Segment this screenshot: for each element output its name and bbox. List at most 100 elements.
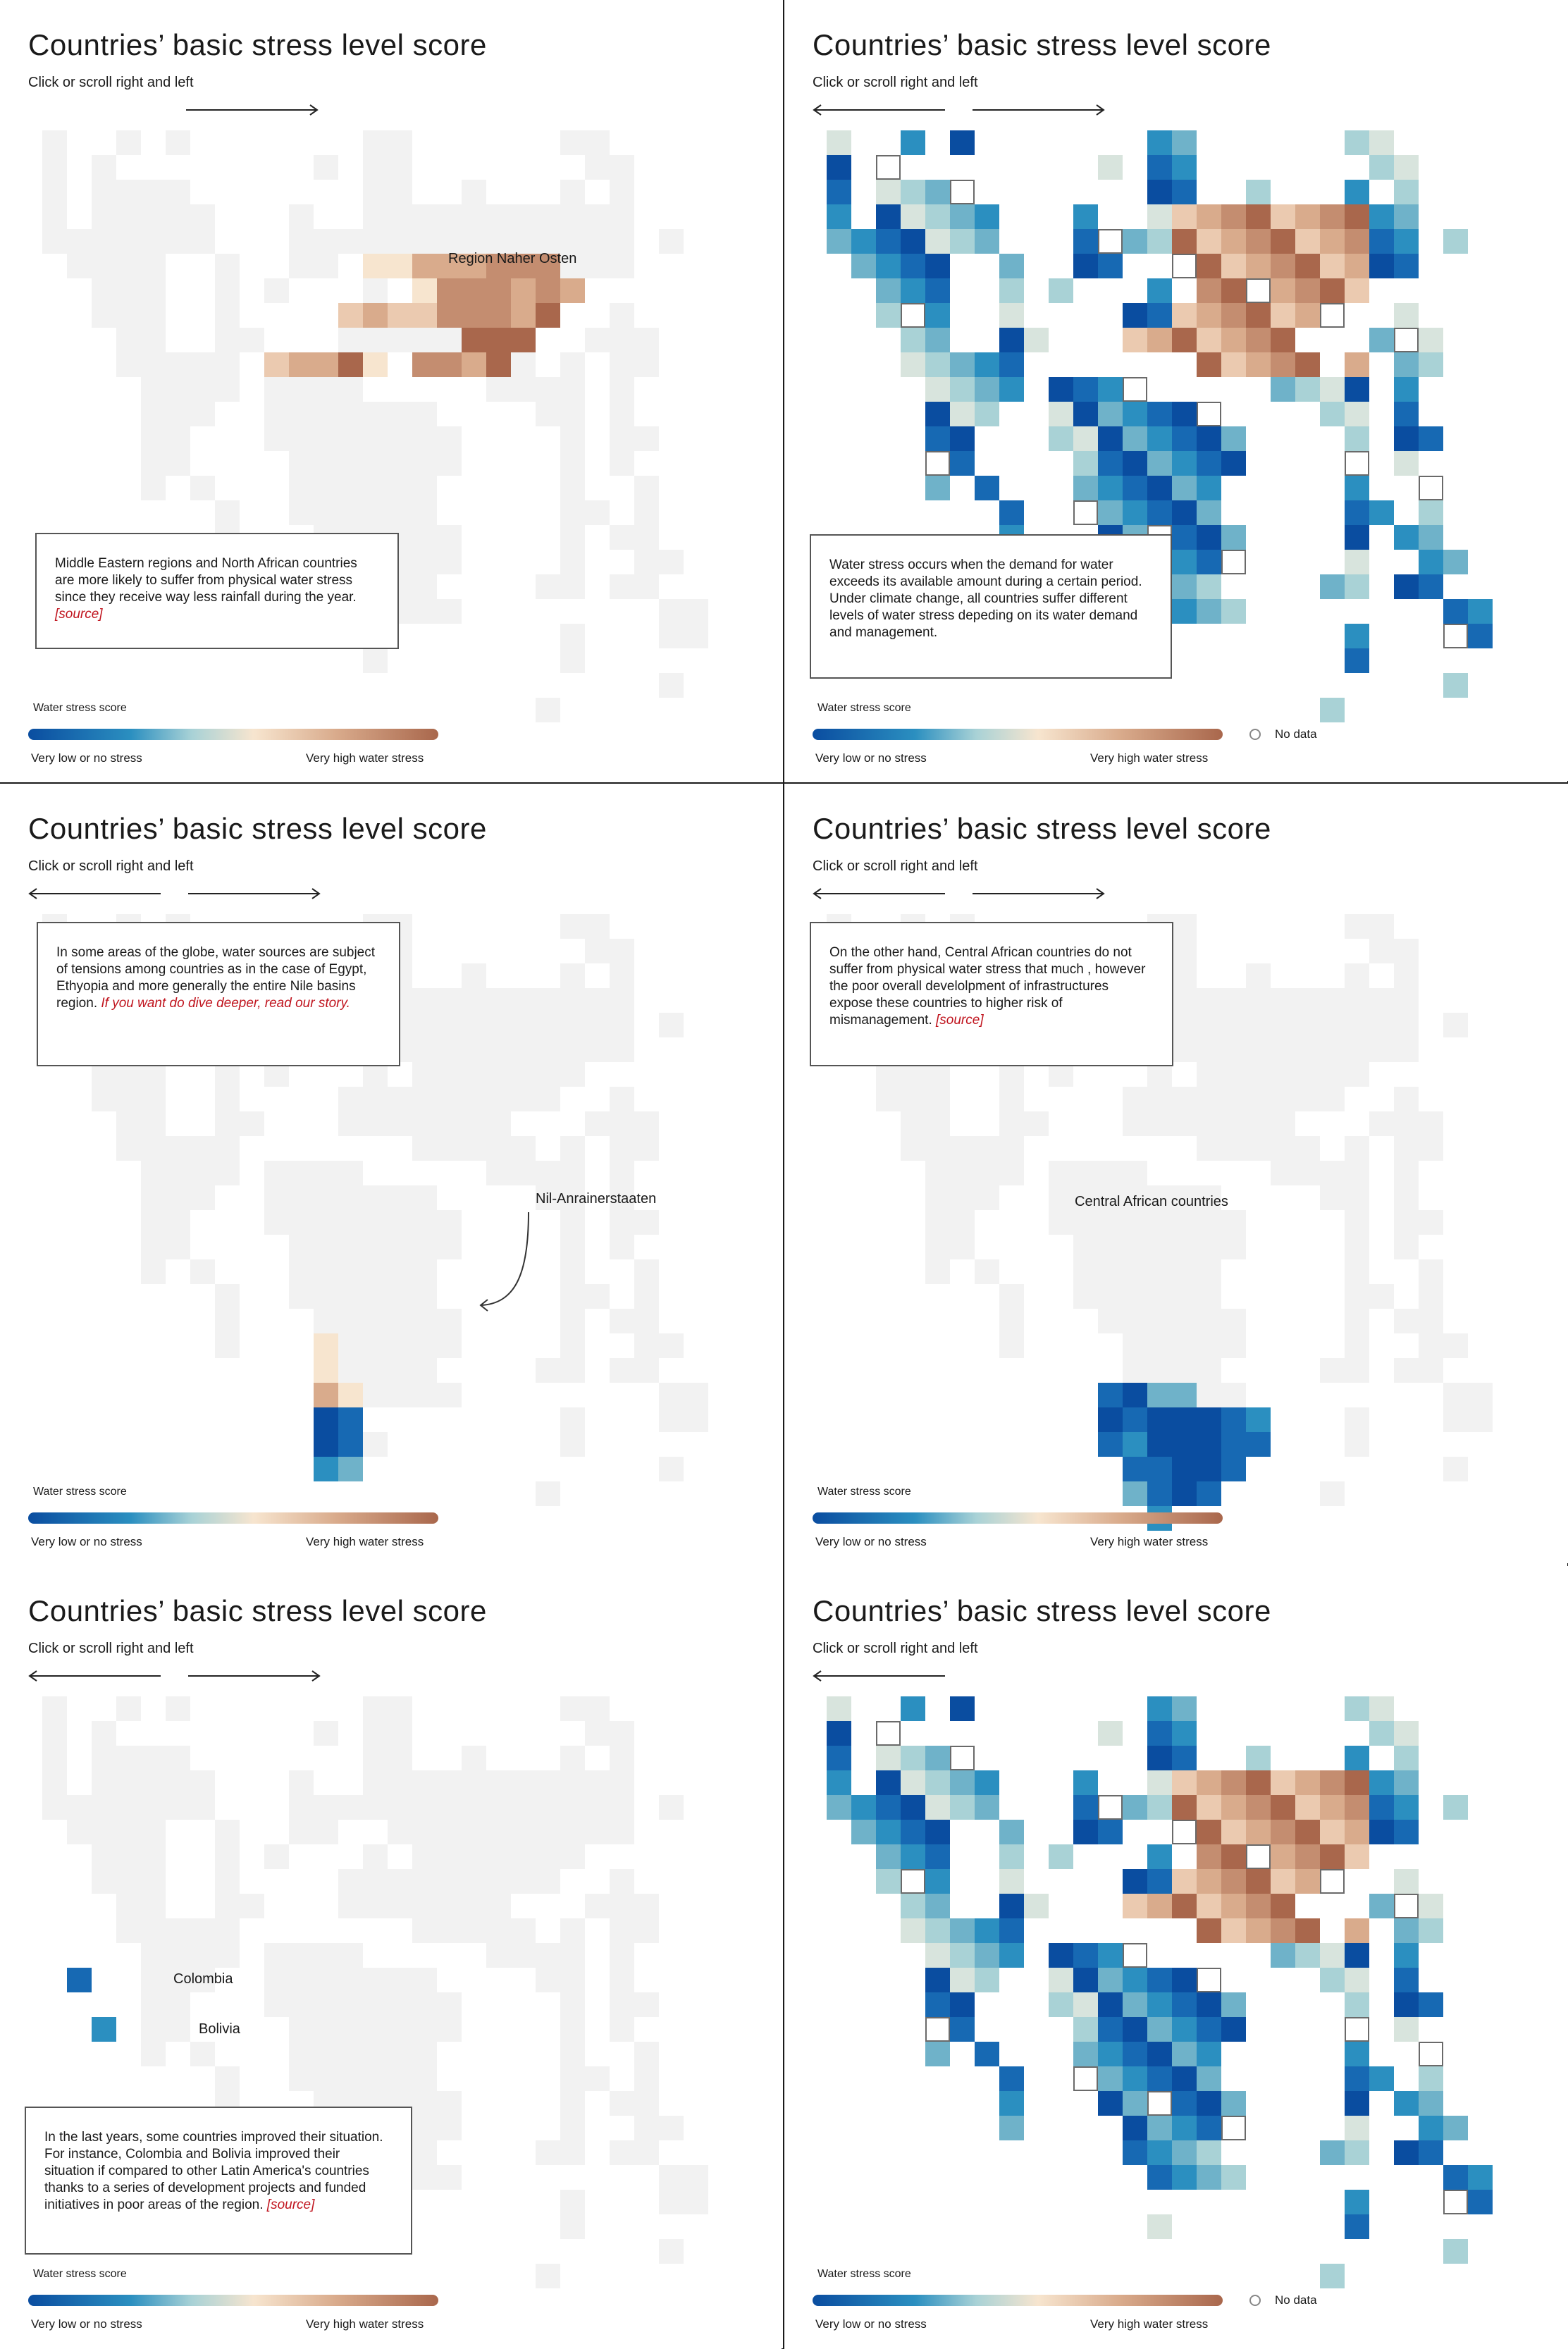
country-tile[interactable]: [585, 204, 610, 229]
country-tile[interactable]: [560, 2190, 585, 2214]
country-tile[interactable]: [363, 1770, 388, 1795]
country-tile[interactable]: [1221, 1062, 1246, 1087]
highlighted-country-tile[interactable]: [1123, 1481, 1147, 1506]
country-tile[interactable]: [116, 1795, 141, 1820]
country-tile[interactable]: [388, 1721, 412, 1746]
country-tile[interactable]: [1394, 426, 1419, 451]
country-tile[interactable]: [610, 426, 634, 451]
country-tile[interactable]: [1246, 1894, 1271, 1918]
country-tile[interactable]: [1024, 1111, 1049, 1136]
country-tile[interactable]: [215, 1333, 240, 1358]
country-tile[interactable]: [1123, 1309, 1147, 1333]
country-tile[interactable]: [1320, 1869, 1345, 1894]
country-tile[interactable]: [166, 1696, 190, 1721]
highlighted-country-tile[interactable]: [1147, 1481, 1172, 1506]
country-tile[interactable]: [1221, 1918, 1246, 1943]
country-tile[interactable]: [363, 130, 388, 155]
country-tile[interactable]: [560, 2140, 585, 2165]
country-tile[interactable]: [1369, 1696, 1394, 1721]
country-tile[interactable]: [560, 574, 585, 599]
country-tile[interactable]: [1369, 254, 1394, 278]
country-tile[interactable]: [925, 1746, 950, 1770]
country-tile[interactable]: [975, 1185, 999, 1210]
country-tile[interactable]: [1468, 1383, 1493, 1407]
country-tile[interactable]: [314, 1309, 338, 1333]
country-tile[interactable]: [141, 1210, 166, 1235]
country-tile[interactable]: [388, 1820, 412, 1844]
country-tile[interactable]: [1271, 1062, 1295, 1087]
country-tile[interactable]: [511, 1136, 536, 1161]
country-tile[interactable]: [141, 426, 166, 451]
country-tile[interactable]: [560, 1062, 585, 1087]
country-tile[interactable]: [1345, 1943, 1369, 1968]
country-tile[interactable]: [1123, 1968, 1147, 1992]
country-tile[interactable]: [240, 1894, 264, 1918]
country-tile[interactable]: [1221, 229, 1246, 254]
country-tile[interactable]: [363, 1968, 388, 1992]
country-tile[interactable]: [1320, 1062, 1345, 1087]
country-tile[interactable]: [141, 402, 166, 426]
country-tile[interactable]: [437, 1795, 462, 1820]
highlighted-country-tile[interactable]: [338, 1407, 363, 1432]
highlighted-country-tile[interactable]: [511, 278, 536, 303]
country-tile[interactable]: [1197, 1111, 1221, 1136]
country-tile[interactable]: [314, 1161, 338, 1185]
highlighted-country-tile[interactable]: [1172, 1481, 1197, 1506]
country-tile[interactable]: [1172, 939, 1197, 963]
country-tile[interactable]: [1123, 1333, 1147, 1358]
country-tile[interactable]: [634, 2066, 659, 2091]
country-tile[interactable]: [1197, 1770, 1221, 1795]
country-tile[interactable]: [1221, 1235, 1246, 1259]
country-tile[interactable]: [190, 1259, 215, 1284]
country-tile[interactable]: [1394, 180, 1419, 204]
country-tile[interactable]: [1123, 1894, 1147, 1918]
country-tile[interactable]: [1419, 2091, 1443, 2116]
country-tile[interactable]: [1073, 1185, 1098, 1210]
country-tile[interactable]: [1295, 1844, 1320, 1869]
country-tile[interactable]: [314, 229, 338, 254]
country-tile[interactable]: [1295, 1161, 1320, 1185]
country-tile[interactable]: [116, 1894, 141, 1918]
country-tile[interactable]: [1024, 1894, 1049, 1918]
country-tile[interactable]: [1246, 352, 1271, 377]
country-tile[interactable]: [1073, 1161, 1098, 1185]
country-tile[interactable]: [363, 402, 388, 426]
country-tile[interactable]: [1172, 476, 1197, 500]
country-tile[interactable]: [1147, 1284, 1172, 1309]
country-tile[interactable]: [1295, 1013, 1320, 1037]
country-tile[interactable]: [536, 574, 560, 599]
country-tile[interactable]: [363, 1746, 388, 1770]
country-tile[interactable]: [925, 180, 950, 204]
country-tile[interactable]: [925, 278, 950, 303]
country-tile[interactable]: [1172, 1259, 1197, 1284]
highlighted-country-tile[interactable]: [1123, 1407, 1147, 1432]
country-tile[interactable]: [1147, 1185, 1172, 1210]
country-tile[interactable]: [1123, 1869, 1147, 1894]
country-tile[interactable]: [116, 254, 141, 278]
country-tile[interactable]: [1394, 1795, 1419, 1820]
highlighted-country-tile[interactable]: [511, 254, 536, 278]
country-tile[interactable]: [999, 1161, 1024, 1185]
country-tile[interactable]: [141, 2017, 166, 2042]
country-tile[interactable]: [634, 328, 659, 352]
country-tile[interactable]: [585, 1696, 610, 1721]
country-tile[interactable]: [1443, 2165, 1468, 2190]
country-tile[interactable]: [1172, 1820, 1197, 1844]
country-tile[interactable]: [1369, 1013, 1394, 1037]
country-tile[interactable]: [215, 1309, 240, 1333]
country-tile[interactable]: [511, 1087, 536, 1111]
country-tile[interactable]: [1345, 377, 1369, 402]
country-tile[interactable]: [412, 2017, 437, 2042]
country-tile[interactable]: [659, 2239, 684, 2264]
country-tile[interactable]: [1419, 352, 1443, 377]
country-tile[interactable]: [1419, 1358, 1443, 1383]
country-tile[interactable]: [437, 2165, 462, 2190]
country-tile[interactable]: [950, 1992, 975, 2017]
country-tile[interactable]: [141, 1770, 166, 1795]
country-tile[interactable]: [116, 229, 141, 254]
country-tile[interactable]: [1147, 1333, 1172, 1358]
country-tile[interactable]: [190, 377, 215, 402]
country-tile[interactable]: [314, 1721, 338, 1746]
country-tile[interactable]: [141, 254, 166, 278]
highlighted-country-tile[interactable]: [1123, 1457, 1147, 1481]
